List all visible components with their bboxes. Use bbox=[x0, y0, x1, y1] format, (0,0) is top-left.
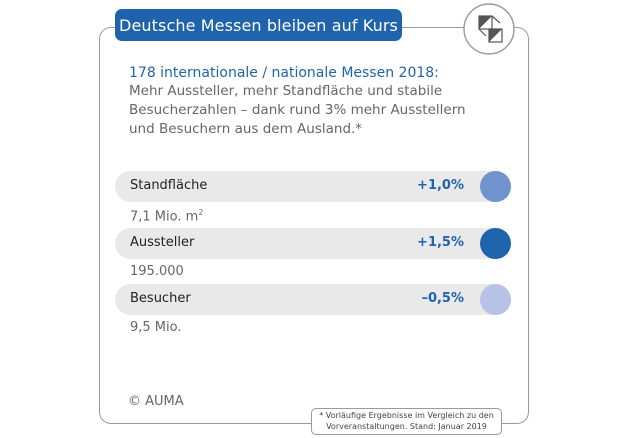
absolute-value-standflaeche: 7,1 Mio. m2 bbox=[130, 208, 204, 225]
headline: 178 internationale / nationale Messen 20… bbox=[129, 65, 439, 81]
bar-label: Besucher bbox=[130, 291, 191, 306]
absolute-value-aussteller: 195.000 bbox=[130, 264, 184, 279]
bar-dot bbox=[480, 228, 511, 259]
auma-logo-icon bbox=[463, 3, 515, 55]
page-title: Deutsche Messen bleiben auf Kurs bbox=[115, 9, 402, 41]
bar-value: +1,5% bbox=[417, 235, 464, 250]
footnote: * Vorläufige Ergebnisse im Vergleich zu … bbox=[311, 408, 502, 435]
bar-aussteller: Aussteller +1,5% bbox=[115, 228, 511, 259]
bar-besucher: Besucher –0,5% bbox=[115, 284, 511, 315]
absolute-value-besucher: 9,5 Mio. bbox=[130, 320, 182, 335]
copyright: © AUMA bbox=[128, 394, 184, 409]
bar-standflaeche: Standfläche +1,0% bbox=[115, 171, 511, 202]
description: Mehr Aussteller, mehr Standfläche und st… bbox=[129, 83, 466, 137]
bar-value: +1,0% bbox=[417, 178, 464, 193]
bar-label: Aussteller bbox=[130, 235, 195, 250]
bar-dot bbox=[480, 284, 511, 315]
bar-label: Standfläche bbox=[130, 178, 208, 193]
bar-dot bbox=[480, 171, 511, 202]
bar-value: –0,5% bbox=[421, 291, 464, 306]
